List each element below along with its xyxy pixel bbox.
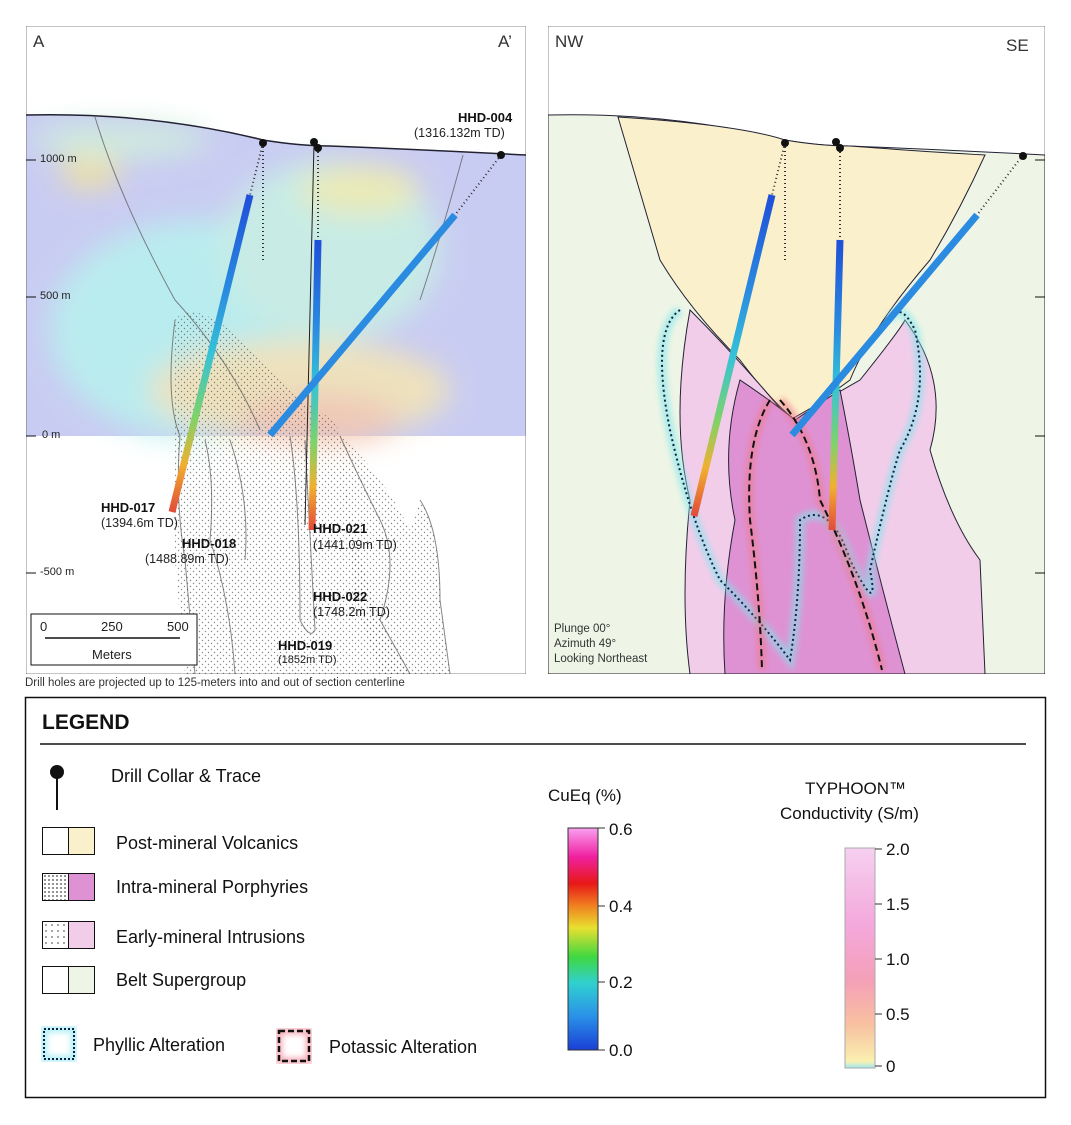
hole-td-hhd-018: (1488.89m TD) — [145, 552, 229, 566]
elevation-tick: 500 m — [40, 290, 71, 302]
swatch-porphyries-pattern — [42, 873, 69, 901]
potassic-alteration-icon — [275, 1027, 313, 1065]
cueq-tick: 0.4 — [609, 897, 633, 916]
section-corner-nw: NW — [555, 32, 584, 51]
hole-td-hhd-004: (1316.132m TD) — [414, 126, 505, 140]
conductivity-colorbar — [844, 847, 876, 1069]
hole-td-hhd-017: (1394.6m TD) — [101, 516, 178, 530]
elevation-tick: -500 m — [40, 566, 75, 578]
legend-phyllic-label: Phyllic Alteration — [93, 1035, 226, 1055]
cueq-title: CuEq (%) — [548, 786, 622, 805]
hole-label-hhd-017: HHD-017 — [101, 500, 156, 515]
swatch-belt-color — [68, 966, 95, 994]
legend-unit-label: Intra-mineral Porphyries — [116, 877, 309, 897]
cueq-tick: 0.6 — [609, 820, 633, 839]
legend-unit-label: Early-mineral Intrusions — [116, 927, 306, 947]
hole-label-hhd-018: HHD-018 — [182, 536, 237, 551]
view-azimuth: Azimuth 49° — [554, 638, 617, 650]
scale-unit: Meters — [92, 647, 132, 662]
hole-label-hhd-021: HHD-021 — [313, 521, 368, 536]
hole-label-hhd-004: HHD-004 — [458, 110, 513, 125]
view-direction: Looking Northeast — [554, 653, 648, 665]
swatch-intrusions-pattern — [42, 921, 69, 949]
legend-title: LEGEND — [42, 711, 130, 734]
conductivity-title-line1: TYPHOON™ — [805, 779, 907, 798]
conductivity-tick: 1.5 — [886, 895, 910, 914]
conductivity-title-line2: Conductivity (S/m) — [780, 804, 919, 823]
legend-unit-label: Post-mineral Volcanics — [116, 833, 299, 853]
legend-collar-label: Drill Collar & Trace — [111, 766, 262, 786]
conductivity-tick: 2.0 — [886, 840, 910, 859]
view-plunge: Plunge 00° — [554, 623, 611, 635]
phyllic-alteration-icon — [40, 1025, 78, 1063]
hole-label-hhd-019: HHD-019 — [278, 638, 333, 653]
legend-potassic-label: Potassic Alteration — [329, 1037, 478, 1057]
right-section-graphic — [548, 26, 1045, 674]
cueq-tick: 0.0 — [609, 1041, 633, 1060]
elevation-tick: 0 m — [42, 429, 61, 441]
drill-collar-icon — [50, 765, 64, 810]
elevation-tick: 1000 m — [40, 153, 77, 165]
swatch-volcanics-pattern — [42, 827, 69, 855]
swatch-belt-pattern — [42, 966, 69, 994]
scale-tick: 500 — [167, 619, 189, 634]
hole-label-hhd-022: HHD-022 — [313, 589, 368, 604]
section-corner-a-prime: A’ — [498, 32, 512, 51]
hole-td-hhd-022: (1748.2m TD) — [313, 605, 390, 619]
conductivity-tick: 1.0 — [886, 950, 910, 969]
scale-tick: 250 — [101, 619, 123, 634]
scale-tick: 0 — [40, 619, 48, 634]
swatch-volcanics-color — [68, 827, 95, 855]
caption: Drill holes are projected up to 125-mete… — [25, 677, 405, 689]
hole-td-hhd-021: (1441.09m TD) — [313, 538, 397, 552]
swatch-porphyries-color — [68, 873, 95, 901]
section-corner-se: SE — [1006, 36, 1029, 55]
section-corner-a: A — [33, 32, 45, 51]
hole-td-hhd-019: (1852m TD) — [278, 654, 337, 666]
cueq-tick: 0.2 — [609, 973, 633, 992]
swatch-intrusions-color — [68, 921, 95, 949]
cueq-colorbar — [567, 827, 599, 1051]
conductivity-tick: 0 — [886, 1057, 896, 1076]
legend-unit-label: Belt Supergroup — [116, 970, 247, 990]
conductivity-tick: 0.5 — [886, 1005, 910, 1024]
left-section-graphic — [26, 26, 526, 674]
